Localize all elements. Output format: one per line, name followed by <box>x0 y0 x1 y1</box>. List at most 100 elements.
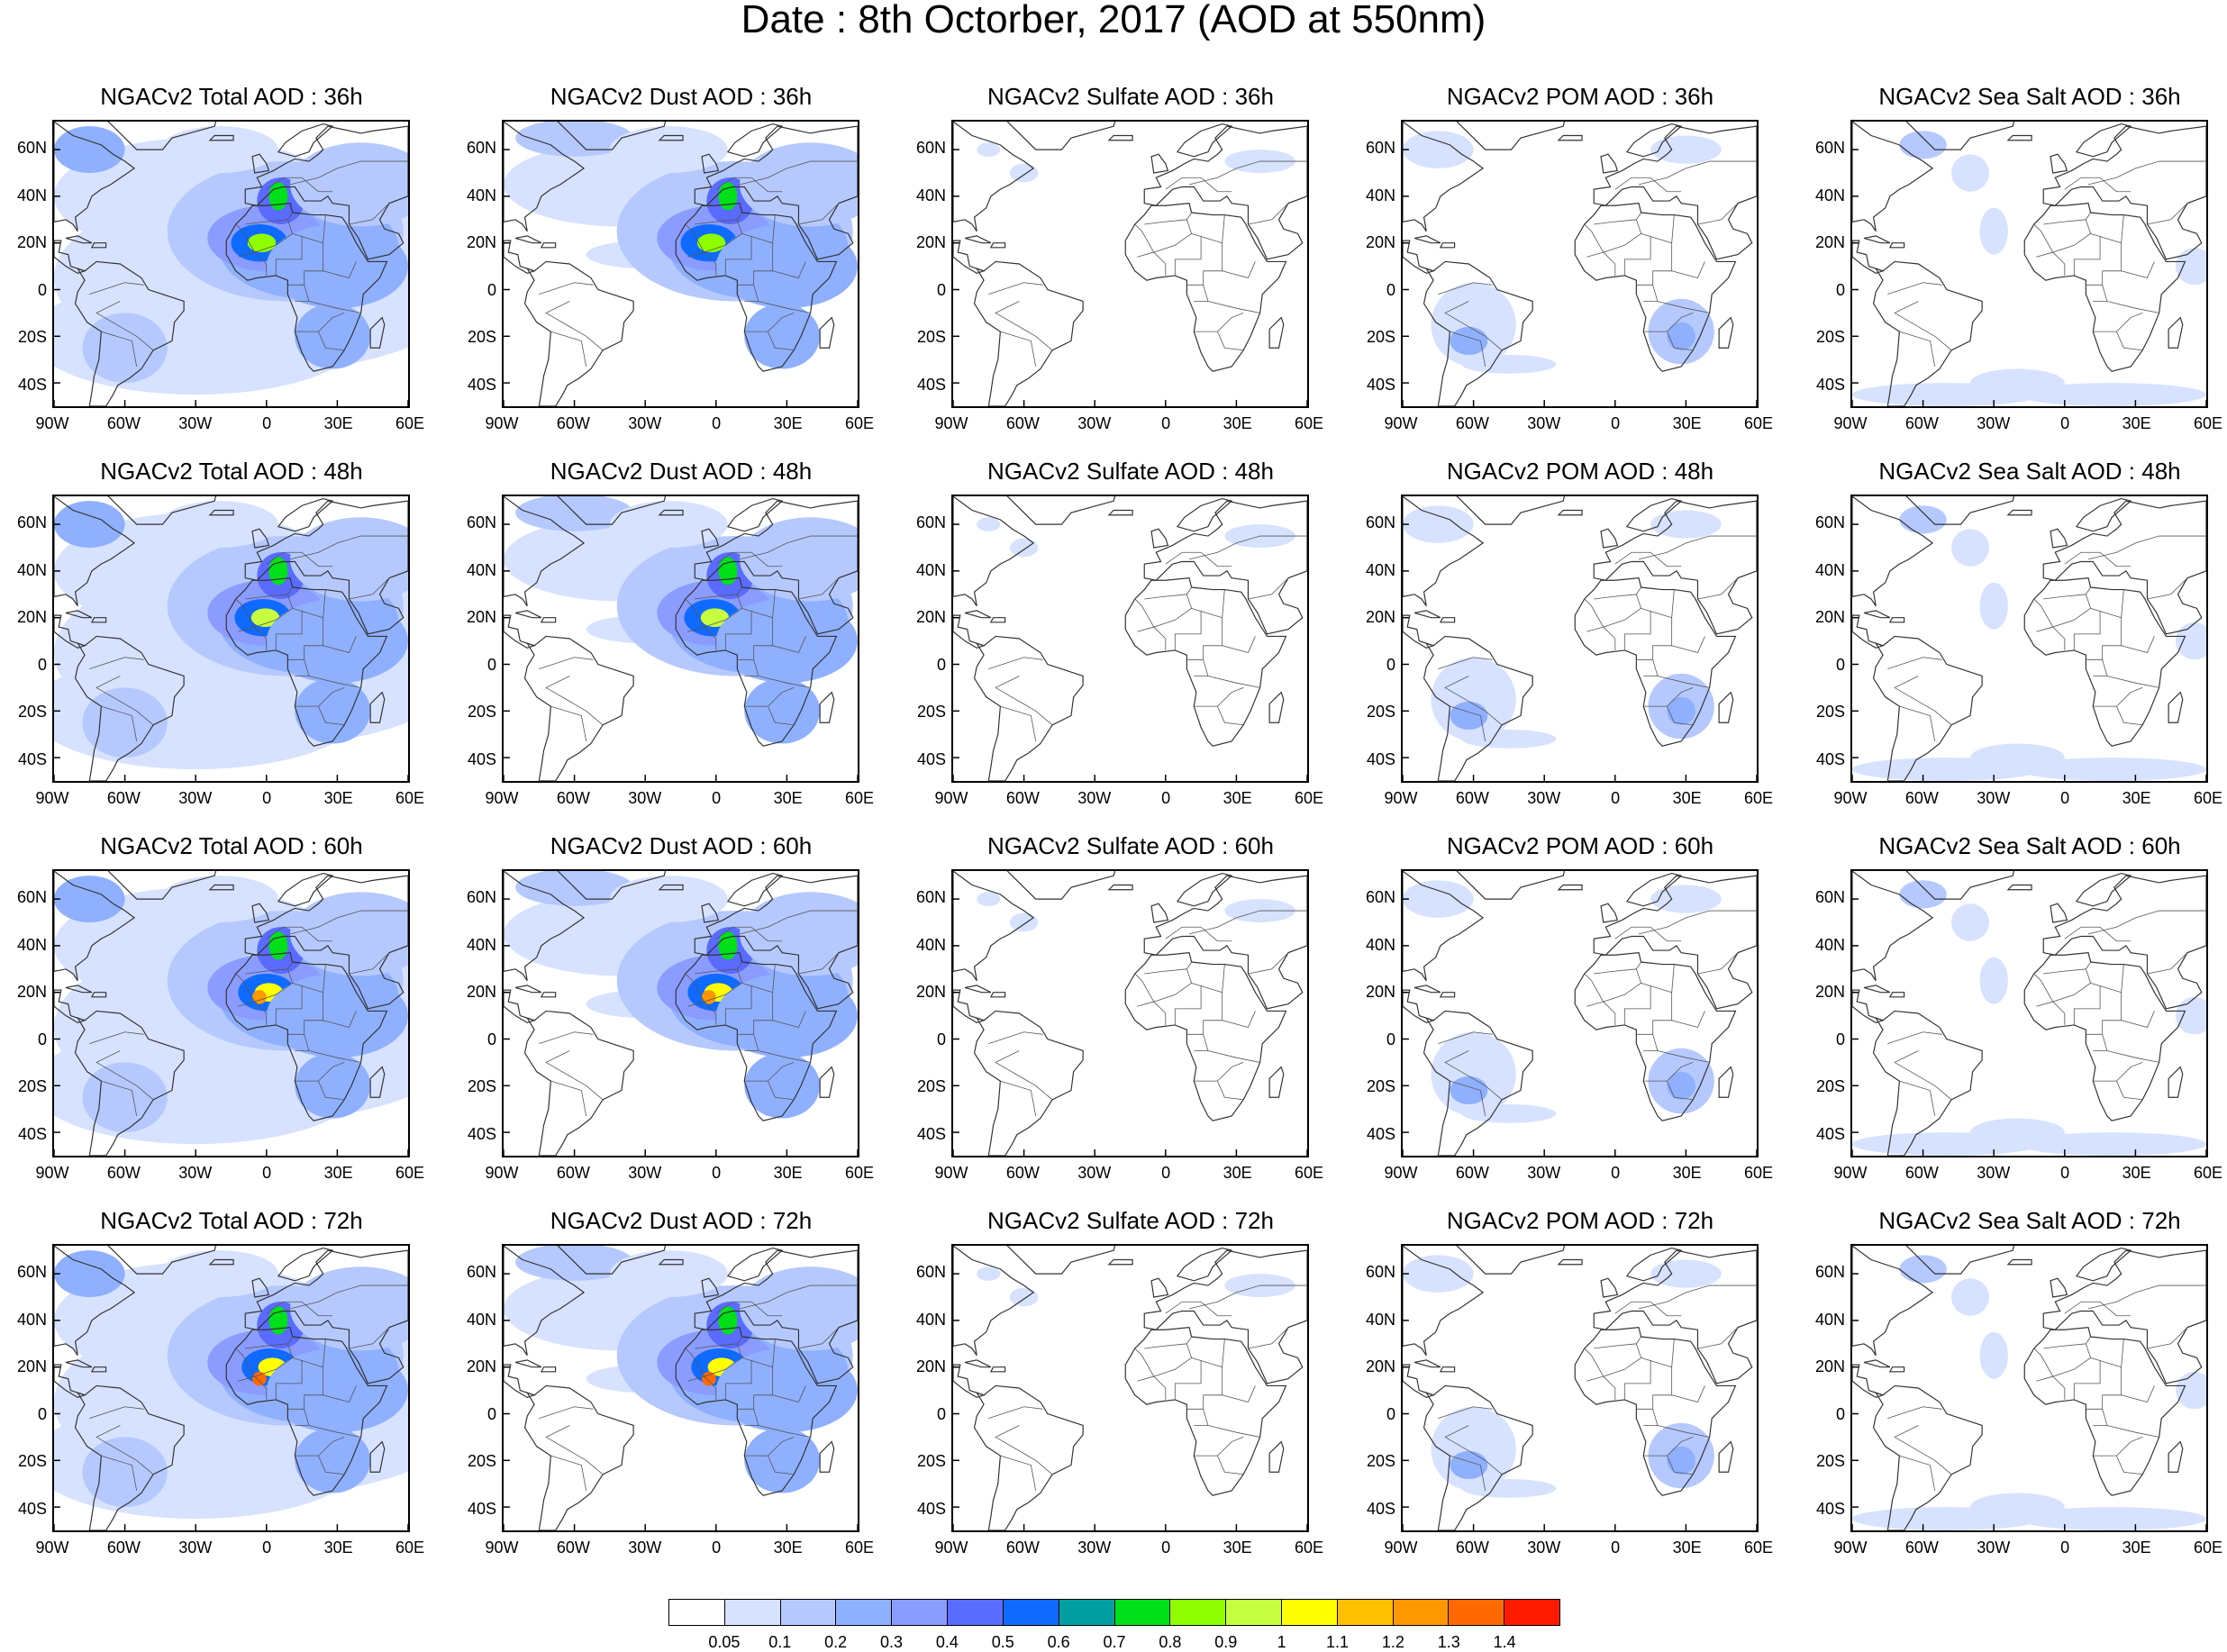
aod-field <box>1009 163 1039 183</box>
country-border <box>308 676 361 688</box>
lat-label: 20S <box>467 1452 496 1471</box>
country-border <box>2086 992 2122 1035</box>
coastline <box>694 1249 858 1384</box>
colorbar-cell <box>1226 1600 1282 1625</box>
coastline <box>557 496 667 525</box>
coastline <box>1852 122 1934 232</box>
coastline <box>726 497 784 532</box>
country-border <box>2121 1385 2155 1402</box>
country-border <box>2116 1437 2143 1457</box>
coastline <box>1176 1247 1233 1282</box>
aod-field <box>290 892 408 976</box>
country-border <box>539 1406 594 1420</box>
coastline <box>1439 242 1456 249</box>
country-border <box>1000 1455 1037 1492</box>
lat-label: 60N <box>915 1263 946 1282</box>
colorbar-cell <box>724 1600 781 1625</box>
lat-label: 40N <box>1814 186 1845 204</box>
lat-label: 60N <box>1365 1263 1395 1282</box>
country-border <box>1586 968 1642 1007</box>
country-border <box>1643 659 1659 676</box>
aod-field <box>159 126 278 173</box>
coastline <box>819 1440 835 1473</box>
lat-label: 40N <box>915 1310 946 1329</box>
lat-label: 0 <box>936 1030 946 1048</box>
lon-label: 90W <box>1384 414 1418 432</box>
coastline <box>1600 528 1619 549</box>
country-border <box>2087 1284 2206 1310</box>
coastline <box>1852 989 1885 1024</box>
aod-field <box>82 313 168 384</box>
country-border <box>1584 223 1604 253</box>
lon-label: 90W <box>1833 1539 1868 1557</box>
country-border <box>1586 1343 1642 1382</box>
country-border <box>1222 1385 1256 1402</box>
aod-field <box>2175 622 2206 660</box>
country-border <box>2147 203 2188 225</box>
country-border <box>295 705 345 726</box>
country-border <box>1153 626 1167 650</box>
country-border <box>1217 1062 1244 1082</box>
country-border <box>1217 1437 1244 1457</box>
country-border <box>1194 331 1244 351</box>
coastline <box>1006 122 1116 150</box>
aod-field <box>1951 1278 1989 1316</box>
country-border <box>308 301 361 313</box>
lon-label: 30E <box>2122 789 2151 807</box>
coastline <box>1456 496 1566 525</box>
country-border <box>1623 985 1651 1025</box>
map-canvas <box>504 122 858 406</box>
coastline <box>701 903 720 923</box>
country-border <box>2093 1034 2108 1051</box>
country-border <box>704 626 717 650</box>
country-border <box>2093 705 2143 726</box>
lon-label: 90W <box>1833 789 1868 807</box>
coastline <box>1124 577 1287 747</box>
colorbar-label: 1.2 <box>1381 1633 1404 1651</box>
lon-label: 60E <box>1743 789 1774 807</box>
lat-label: 20S <box>1815 1452 1845 1471</box>
lat-label: 0 <box>37 655 47 674</box>
aod-field <box>250 608 280 628</box>
aod-field <box>1009 538 1039 558</box>
lon-label: 90W <box>1384 1539 1418 1557</box>
panel-title: NGACv2 Dust AOD : 72h <box>550 1207 813 1234</box>
country-border <box>101 705 138 742</box>
country-border <box>1594 1336 1641 1349</box>
lon-label: 90W <box>1833 1164 1868 1182</box>
lon-label: 0 <box>2060 1539 2070 1557</box>
colorbar-label: 0.3 <box>879 1633 904 1651</box>
coastline <box>523 635 634 781</box>
country-border <box>1894 1425 1952 1475</box>
aod-map-panel <box>52 120 410 408</box>
country-border <box>308 1425 361 1438</box>
aod-map-panel <box>1850 869 2208 1157</box>
lon-label: 30W <box>1977 789 2011 807</box>
lon-label: 60W <box>556 1164 590 1182</box>
map-canvas <box>1403 871 1757 1156</box>
country-border <box>89 1406 144 1420</box>
country-border <box>1207 1425 1260 1438</box>
country-border <box>1614 551 1682 567</box>
coastline <box>953 871 1035 982</box>
aod-field <box>1899 131 1947 159</box>
lat-label: 40S <box>17 375 47 394</box>
coastline <box>107 122 217 150</box>
lat-label: 20S <box>1366 1077 1395 1096</box>
country-border <box>545 1425 604 1475</box>
lat-label: 60N <box>915 139 946 158</box>
aod-field <box>1461 355 1557 374</box>
coastline <box>694 125 858 260</box>
lon-label: 0 <box>1611 1164 1621 1182</box>
lat-label: 20N <box>466 608 496 627</box>
lon-label: 0 <box>712 414 722 432</box>
lat-label: 20S <box>916 1077 946 1096</box>
colorbar-label: 0.8 <box>1159 1633 1182 1651</box>
country-border <box>1137 219 1193 258</box>
coastline <box>2042 1249 2206 1384</box>
coastline <box>54 122 136 232</box>
country-border <box>695 1336 742 1349</box>
aod-field <box>1403 131 1474 168</box>
lat-label: 60N <box>1365 888 1395 907</box>
country-border <box>1667 687 1694 707</box>
